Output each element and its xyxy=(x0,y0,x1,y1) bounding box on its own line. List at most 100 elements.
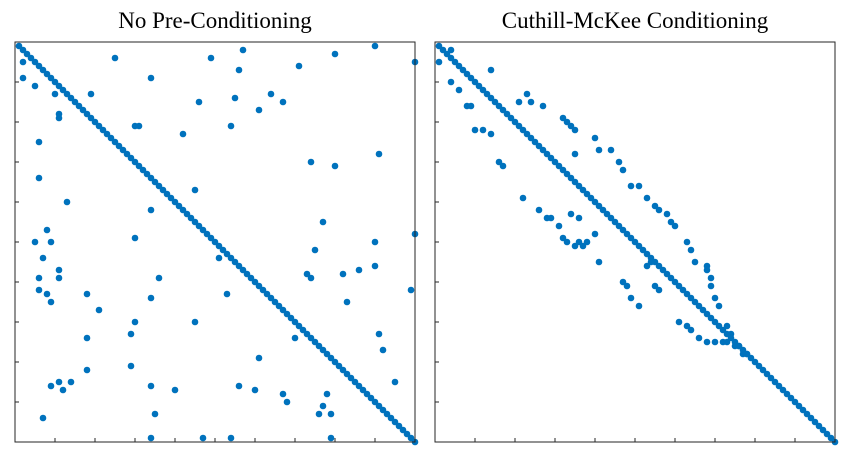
nonzero-dot xyxy=(255,282,263,290)
nonzero-dot xyxy=(707,282,715,290)
nonzero-dot xyxy=(659,266,667,274)
nonzero-dot xyxy=(95,306,103,314)
nonzero-dot xyxy=(127,154,135,162)
nonzero-dot xyxy=(211,238,219,246)
nonzero-dot xyxy=(155,274,163,282)
nonzero-dot xyxy=(295,62,303,70)
nonzero-dot xyxy=(391,418,399,426)
nonzero-dot xyxy=(519,126,527,134)
nonzero-dot xyxy=(247,274,255,282)
nonzero-dot xyxy=(255,354,263,362)
nonzero-dot xyxy=(407,286,415,294)
nonzero-dot xyxy=(711,338,719,346)
nonzero-dot xyxy=(83,290,91,298)
nonzero-dot xyxy=(47,382,55,390)
nonzero-dot xyxy=(251,386,259,394)
nonzero-dot xyxy=(231,258,239,266)
nonzero-dot xyxy=(627,234,635,242)
nonzero-dot xyxy=(703,310,711,318)
nonzero-dot xyxy=(683,238,691,246)
nonzero-dot xyxy=(87,114,95,122)
nonzero-dot xyxy=(467,102,475,110)
nonzero-dot xyxy=(591,198,599,206)
nonzero-dot xyxy=(571,242,579,250)
nonzero-dot xyxy=(679,286,687,294)
nonzero-dot xyxy=(503,110,511,118)
nonzero-dot xyxy=(827,434,835,442)
nonzero-dot xyxy=(375,330,383,338)
nonzero-dot xyxy=(379,346,387,354)
nonzero-dot xyxy=(163,190,171,198)
nonzero-dot xyxy=(635,242,643,250)
nonzero-dot xyxy=(643,262,651,270)
nonzero-dot xyxy=(27,54,35,62)
nonzero-dot xyxy=(71,98,79,106)
nonzero-dot xyxy=(615,158,623,166)
nonzero-dot xyxy=(279,98,287,106)
nonzero-dot xyxy=(367,394,375,402)
nonzero-dot xyxy=(703,338,711,346)
nonzero-dot xyxy=(667,218,675,226)
nonzero-dot xyxy=(803,410,811,418)
nonzero-dot xyxy=(567,174,575,182)
nonzero-dot xyxy=(147,294,155,302)
nonzero-dot xyxy=(99,126,107,134)
nonzero-dot xyxy=(151,410,159,418)
nonzero-dot xyxy=(559,166,567,174)
nonzero-dot xyxy=(707,314,715,322)
nonzero-dot xyxy=(55,114,63,122)
nonzero-dot xyxy=(479,126,487,134)
nonzero-dot xyxy=(43,226,51,234)
nonzero-dot xyxy=(147,74,155,82)
nonzero-dot xyxy=(39,66,47,74)
nonzero-dot xyxy=(183,210,191,218)
nonzero-dot xyxy=(623,282,631,290)
nonzero-dot xyxy=(43,290,51,298)
nonzero-dot xyxy=(627,182,635,190)
nonzero-dot xyxy=(315,410,323,418)
nonzero-dot xyxy=(175,202,183,210)
nonzero-dot xyxy=(403,430,411,438)
nonzero-dot xyxy=(731,338,739,346)
nonzero-dot xyxy=(199,434,207,442)
nonzero-dot xyxy=(283,310,291,318)
nonzero-dot xyxy=(271,298,279,306)
nonzero-dot xyxy=(647,254,655,262)
nonzero-dot xyxy=(139,166,147,174)
nonzero-dot xyxy=(39,254,47,262)
nonzero-dot xyxy=(191,318,199,326)
nonzero-dot xyxy=(775,382,783,390)
nonzero-dot xyxy=(579,242,587,250)
nonzero-dot xyxy=(683,322,691,330)
nonzero-dot xyxy=(287,314,295,322)
nonzero-dot xyxy=(743,350,751,358)
nonzero-dot xyxy=(51,78,59,86)
nonzero-dot xyxy=(715,322,723,330)
nonzero-dot xyxy=(131,318,139,326)
nonzero-dot xyxy=(155,182,163,190)
nonzero-dot xyxy=(563,118,571,126)
nonzero-dot xyxy=(219,246,227,254)
nonzero-dot xyxy=(259,286,267,294)
nonzero-dot xyxy=(207,54,215,62)
chart-title: No Pre-Conditioning xyxy=(118,8,312,33)
nonzero-dot xyxy=(131,234,139,242)
nonzero-dot xyxy=(435,58,443,66)
nonzero-dot xyxy=(655,206,663,214)
nonzero-dot xyxy=(371,238,379,246)
nonzero-dot xyxy=(471,78,479,86)
nonzero-dot xyxy=(303,270,311,278)
nonzero-dot xyxy=(635,302,643,310)
nonzero-dot xyxy=(631,238,639,246)
nonzero-dot xyxy=(235,382,243,390)
nonzero-dot xyxy=(587,194,595,202)
nonzero-dot xyxy=(519,194,527,202)
nonzero-dot xyxy=(683,290,691,298)
nonzero-dot xyxy=(47,238,55,246)
nonzero-dot xyxy=(711,318,719,326)
nonzero-dot xyxy=(723,338,731,346)
nonzero-dot xyxy=(343,298,351,306)
nonzero-dot xyxy=(727,334,735,342)
nonzero-dot xyxy=(179,130,187,138)
nonzero-dot xyxy=(535,206,543,214)
